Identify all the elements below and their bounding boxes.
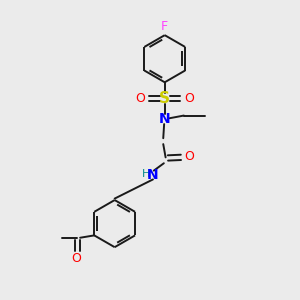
Text: N: N bbox=[159, 112, 170, 126]
Text: H: H bbox=[141, 169, 150, 179]
Text: O: O bbox=[184, 150, 194, 163]
Text: F: F bbox=[161, 20, 168, 33]
Text: O: O bbox=[136, 92, 146, 105]
Text: S: S bbox=[159, 91, 170, 106]
Text: O: O bbox=[72, 252, 82, 266]
Text: O: O bbox=[184, 92, 194, 105]
Text: N: N bbox=[147, 168, 159, 182]
